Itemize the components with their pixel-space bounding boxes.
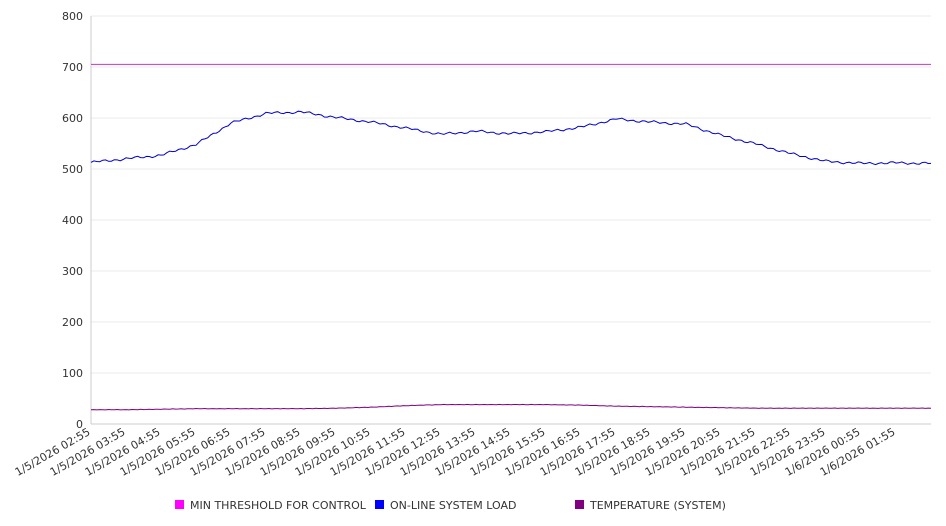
legend-swatch xyxy=(375,500,384,509)
y-tick-label: 500 xyxy=(62,163,83,176)
legend-label: TEMPERATURE (SYSTEM) xyxy=(589,499,726,512)
legend-label: ON-LINE SYSTEM LOAD xyxy=(390,499,516,512)
x-tick-labels: 1/5/2026 02:551/5/2026 03:551/5/2026 04:… xyxy=(13,425,898,479)
y-tick-label: 100 xyxy=(62,367,83,380)
y-tick-label: 400 xyxy=(62,214,83,227)
y-tick-label: 0 xyxy=(76,418,83,431)
y-tick-label: 700 xyxy=(62,61,83,74)
grid-lines xyxy=(91,15,931,374)
series-line-temperature-system xyxy=(90,403,932,411)
axes xyxy=(90,16,931,425)
series-lines xyxy=(90,63,932,411)
y-tick-label: 200 xyxy=(62,316,83,329)
legend-swatch xyxy=(175,500,184,509)
y-tick-label: 800 xyxy=(62,10,83,23)
legend-item-on-line-system-load[interactable]: ON-LINE SYSTEM LOAD xyxy=(375,499,516,512)
y-tick-label: 300 xyxy=(62,265,83,278)
legend[interactable]: MIN THRESHOLD FOR CONTROL ON-LINE SYSTEM … xyxy=(175,499,726,512)
legend-item-min-threshold-for-control[interactable]: MIN THRESHOLD FOR CONTROL xyxy=(175,499,367,512)
y-tick-labels: 0 100 200 300 400 500 600 700 800 xyxy=(62,10,83,431)
legend-item-temperature-system[interactable]: TEMPERATURE (SYSTEM) xyxy=(575,499,726,512)
series-line-on-line-system-load xyxy=(90,110,932,166)
y-tick-label: 600 xyxy=(62,112,83,125)
legend-label: MIN THRESHOLD FOR CONTROL xyxy=(190,499,367,512)
legend-swatch xyxy=(575,500,584,509)
